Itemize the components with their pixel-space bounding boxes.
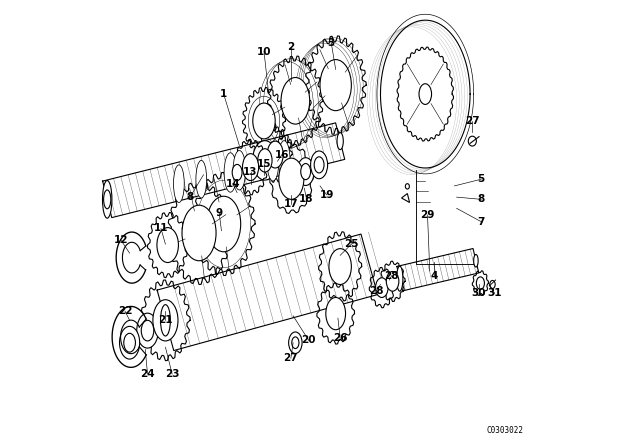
Polygon shape	[397, 249, 479, 291]
Ellipse shape	[267, 143, 279, 181]
Ellipse shape	[232, 164, 242, 181]
Ellipse shape	[314, 157, 324, 173]
Ellipse shape	[207, 196, 241, 252]
Ellipse shape	[280, 161, 302, 196]
Ellipse shape	[102, 181, 112, 218]
Ellipse shape	[468, 136, 476, 146]
Ellipse shape	[279, 158, 304, 199]
Ellipse shape	[376, 278, 388, 297]
Text: 25: 25	[344, 239, 358, 249]
Text: 15: 15	[257, 159, 271, 168]
Ellipse shape	[233, 151, 246, 190]
Text: 8: 8	[477, 194, 485, 204]
Ellipse shape	[173, 165, 184, 202]
Text: 14: 14	[225, 179, 240, 189]
Ellipse shape	[320, 60, 351, 111]
Text: 28: 28	[385, 271, 399, 280]
Ellipse shape	[258, 149, 272, 172]
Text: 10: 10	[257, 47, 271, 56]
Ellipse shape	[104, 190, 111, 209]
Ellipse shape	[405, 184, 410, 189]
Ellipse shape	[297, 158, 314, 185]
Ellipse shape	[326, 297, 346, 330]
Text: 30: 30	[472, 289, 486, 298]
Ellipse shape	[124, 333, 136, 352]
Text: 3: 3	[328, 38, 335, 47]
Text: 20: 20	[301, 336, 316, 345]
Text: 2: 2	[287, 42, 294, 52]
Text: 26: 26	[333, 333, 348, 343]
Ellipse shape	[141, 320, 154, 341]
Text: 8: 8	[186, 192, 194, 202]
Ellipse shape	[289, 332, 302, 353]
Text: 7: 7	[477, 217, 485, 227]
Ellipse shape	[310, 151, 328, 179]
Ellipse shape	[137, 313, 158, 348]
Text: 13: 13	[243, 168, 258, 177]
Text: 29: 29	[420, 210, 435, 220]
Ellipse shape	[153, 300, 178, 341]
Text: 4: 4	[431, 271, 438, 280]
Text: 17: 17	[284, 199, 298, 209]
Ellipse shape	[474, 254, 478, 267]
Polygon shape	[157, 234, 378, 350]
Text: 23: 23	[165, 369, 179, 379]
Text: 1: 1	[220, 89, 227, 99]
Text: 27: 27	[465, 116, 479, 126]
Ellipse shape	[278, 141, 290, 178]
Ellipse shape	[161, 305, 170, 336]
Ellipse shape	[387, 271, 399, 291]
Ellipse shape	[228, 159, 246, 186]
Text: 18: 18	[300, 194, 314, 204]
Ellipse shape	[476, 277, 484, 289]
Text: 22: 22	[118, 306, 132, 316]
Ellipse shape	[301, 164, 310, 180]
Text: 5: 5	[477, 174, 485, 184]
Text: 27: 27	[284, 353, 298, 363]
Ellipse shape	[337, 133, 343, 150]
Text: 16: 16	[275, 150, 289, 159]
Ellipse shape	[196, 160, 207, 198]
Ellipse shape	[243, 154, 259, 181]
Ellipse shape	[157, 228, 179, 263]
Text: C0303022: C0303022	[487, 426, 524, 435]
Polygon shape	[102, 123, 345, 218]
Text: 24: 24	[140, 369, 155, 379]
Ellipse shape	[120, 326, 140, 359]
Ellipse shape	[267, 141, 284, 168]
Ellipse shape	[397, 266, 403, 291]
Text: 28: 28	[369, 286, 383, 296]
Text: 11: 11	[154, 224, 168, 233]
Ellipse shape	[292, 337, 299, 349]
Text: 21: 21	[158, 315, 173, 325]
Ellipse shape	[253, 103, 275, 139]
Text: 31: 31	[488, 289, 502, 298]
Text: 12: 12	[113, 235, 128, 245]
Ellipse shape	[182, 205, 216, 261]
Ellipse shape	[224, 153, 237, 192]
Ellipse shape	[329, 249, 351, 284]
Text: 9: 9	[216, 208, 223, 218]
Ellipse shape	[490, 280, 495, 289]
Ellipse shape	[253, 141, 277, 180]
Ellipse shape	[285, 168, 298, 189]
Ellipse shape	[281, 78, 310, 124]
Polygon shape	[401, 194, 410, 202]
Text: 19: 19	[319, 190, 334, 200]
